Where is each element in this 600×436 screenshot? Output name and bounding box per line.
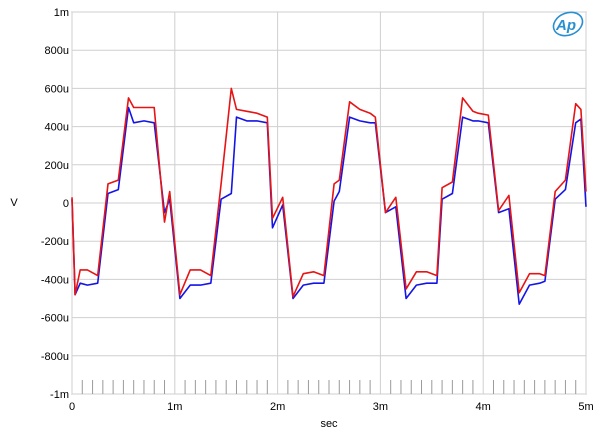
x-tick-label: 1m (167, 401, 182, 413)
ap-logo-ring (552, 11, 584, 37)
y-tick-label: 400u (45, 122, 69, 134)
y-tick-label: 800u (45, 45, 69, 57)
ap-logo: Ap (552, 11, 584, 37)
y-tick-label: 600u (45, 83, 69, 95)
series-line-1 (71, 106, 587, 306)
y-tick-label: 200u (45, 160, 69, 172)
y-tick-label: -400u (41, 274, 69, 286)
y-tick-label: -800u (41, 351, 69, 363)
x-axis-label: sec (320, 418, 338, 430)
x-tick-label: 5m (578, 401, 593, 413)
y-axis-label: V (10, 197, 18, 209)
x-tick-labels: 0 1m 2m 3m 4m 5m (69, 401, 594, 413)
y-tick-label: 0 (63, 198, 69, 210)
minor-ticks (81, 380, 577, 394)
x-tick-label: 0 (69, 401, 75, 413)
x-tick-label: 3m (373, 401, 388, 413)
y-tick-labels: 1m 800u 600u 400u 200u 0 -200u -400u -600u -800u -… (41, 7, 69, 401)
y-tick-label: -200u (41, 236, 69, 248)
x-tick-label: 4m (476, 401, 491, 413)
y-tick-label: 1m (54, 7, 69, 19)
series-line-2 (71, 87, 587, 298)
y-tick-label: -600u (41, 313, 69, 325)
x-tick-label: 2m (270, 401, 285, 413)
grid (71, 11, 587, 395)
ap-logo-text: Ap (555, 17, 576, 34)
y-tick-label: -1m (50, 389, 69, 401)
series-layer (71, 87, 587, 306)
